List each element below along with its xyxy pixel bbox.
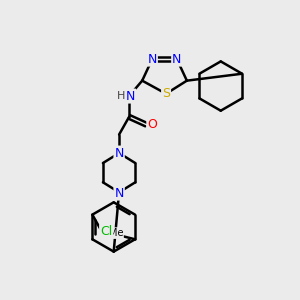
Text: Cl: Cl	[100, 225, 112, 238]
Text: N: N	[148, 52, 157, 66]
Text: N: N	[126, 90, 135, 103]
Text: O: O	[147, 118, 157, 131]
Text: N: N	[114, 187, 124, 200]
Text: N: N	[114, 146, 124, 160]
Text: S: S	[162, 87, 170, 100]
Text: N: N	[172, 52, 182, 66]
Text: H: H	[117, 91, 126, 101]
Text: Me: Me	[109, 228, 123, 238]
